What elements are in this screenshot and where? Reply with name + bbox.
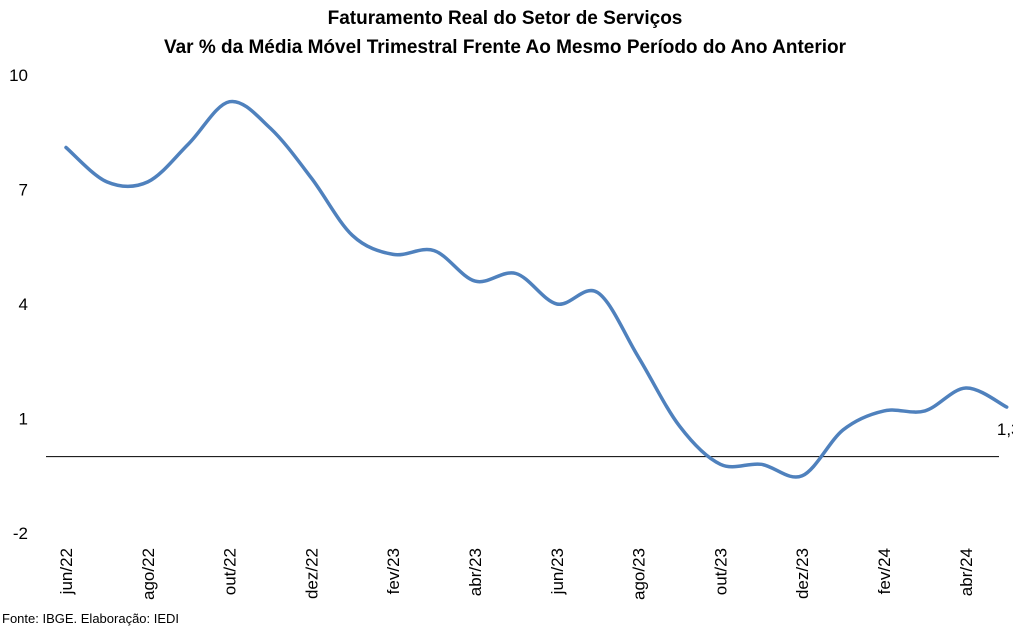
x-tick-label: out/22 — [221, 548, 240, 595]
x-tick-label: abr/23 — [466, 548, 485, 596]
y-tick-label: 4 — [19, 295, 28, 314]
x-tick-label: abr/24 — [957, 548, 976, 596]
x-tick-label: ago/22 — [139, 548, 158, 600]
x-tick-label: dez/23 — [793, 548, 812, 599]
chart-title: Faturamento Real do Setor de Serviços — [328, 8, 683, 29]
series-line — [64, 99, 1009, 479]
y-axis-ticks: 10 7 4 1 -2 — [9, 66, 28, 543]
y-tick-label: 10 — [9, 66, 28, 85]
y-tick-label: 1 — [19, 410, 28, 429]
data-label: 1,3 — [997, 420, 1013, 439]
y-tick-label: 7 — [19, 181, 28, 200]
source-note: Fonte: IBGE. Elaboração: IEDI — [2, 611, 180, 626]
x-tick-label: out/23 — [711, 548, 730, 595]
x-tick-label: ago/23 — [630, 548, 649, 600]
chart: Faturamento Real do Setor de Serviços Va… — [9, 8, 1013, 600]
x-axis-ticks: jun/22 ago/22 out/22 dez/22 fev/23 abr/23 jun/… — [57, 548, 976, 600]
x-tick-label: fev/23 — [384, 548, 403, 594]
data-labels: 1,3 — [997, 420, 1013, 439]
x-tick-label: fev/24 — [875, 548, 894, 594]
x-tick-label: jun/23 — [548, 548, 567, 595]
chart-subtitle: Var % da Média Móvel Trimestral Frente A… — [164, 37, 847, 58]
x-tick-label: jun/22 — [57, 548, 76, 595]
y-tick-label: -2 — [13, 524, 28, 543]
x-tick-label: dez/22 — [302, 548, 321, 599]
